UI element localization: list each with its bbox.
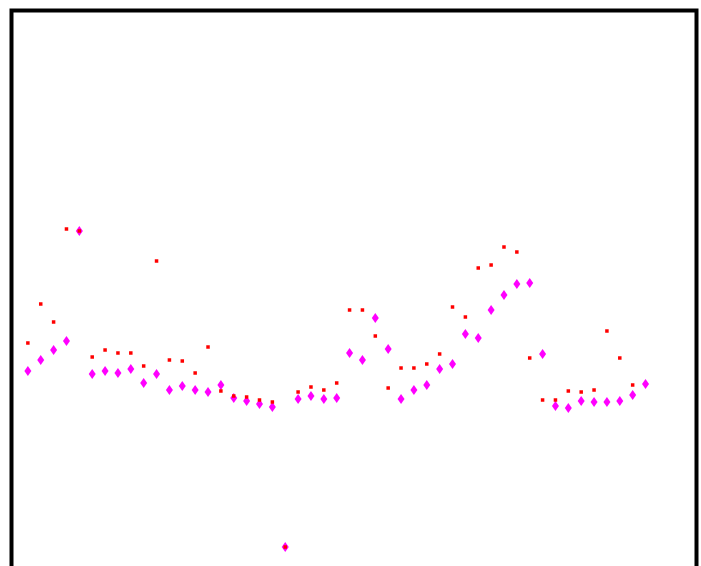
data-point-square bbox=[296, 390, 300, 394]
data-point-diamond bbox=[178, 381, 186, 391]
data-point-square bbox=[219, 389, 223, 393]
data-point-diamond bbox=[577, 396, 585, 406]
series-layer bbox=[24, 226, 650, 552]
data-point-square bbox=[64, 227, 69, 231]
data-point-diamond bbox=[500, 290, 508, 300]
data-point-diamond bbox=[616, 396, 624, 406]
data-point-square bbox=[309, 385, 313, 389]
data-point-square bbox=[347, 308, 352, 312]
data-point-square bbox=[90, 355, 94, 359]
data-point-square bbox=[527, 356, 532, 360]
series-1 bbox=[24, 226, 650, 552]
data-point-square bbox=[206, 345, 210, 349]
data-point-square bbox=[26, 341, 30, 345]
data-point-square bbox=[129, 351, 133, 355]
data-point-diamond bbox=[423, 380, 431, 390]
data-point-square bbox=[502, 245, 506, 249]
data-point-square bbox=[450, 305, 455, 309]
data-point-square bbox=[630, 383, 635, 387]
data-point-diamond bbox=[461, 329, 469, 339]
data-point-diamond bbox=[526, 278, 534, 288]
data-point-diamond bbox=[320, 394, 328, 404]
data-point-diamond bbox=[474, 333, 482, 343]
data-point-square bbox=[605, 329, 609, 333]
data-point-diamond bbox=[217, 380, 225, 390]
data-point-diamond bbox=[410, 385, 418, 395]
data-point-square bbox=[476, 266, 480, 270]
data-point-square bbox=[592, 388, 596, 392]
data-point-square bbox=[412, 366, 416, 370]
data-point-diamond bbox=[50, 345, 58, 355]
data-point-diamond bbox=[294, 394, 302, 404]
data-point-diamond bbox=[358, 355, 366, 365]
data-point-square bbox=[618, 356, 622, 360]
data-point-square bbox=[386, 386, 390, 390]
data-point-square bbox=[373, 334, 378, 338]
data-point-diamond bbox=[127, 364, 135, 374]
data-point-square bbox=[257, 398, 262, 402]
data-point-square bbox=[77, 229, 82, 233]
data-point-square bbox=[463, 315, 468, 319]
data-point-diamond bbox=[101, 366, 109, 376]
data-point-diamond bbox=[629, 390, 637, 400]
data-point-square bbox=[515, 250, 519, 254]
data-point-diamond bbox=[191, 385, 199, 395]
data-point-square bbox=[154, 259, 159, 263]
data-point-square bbox=[103, 348, 107, 352]
data-point-square bbox=[399, 366, 403, 370]
data-point-square bbox=[322, 388, 326, 392]
data-point-diamond bbox=[539, 349, 547, 359]
data-point-diamond bbox=[384, 344, 392, 354]
data-point-diamond bbox=[114, 368, 122, 378]
data-point-diamond bbox=[24, 366, 32, 376]
data-point-square bbox=[283, 545, 287, 549]
data-point-square bbox=[489, 263, 493, 267]
data-point-square bbox=[270, 400, 275, 404]
data-point-diamond bbox=[449, 359, 457, 369]
data-point-square bbox=[244, 395, 249, 399]
data-point-diamond bbox=[268, 402, 276, 412]
data-point-square bbox=[579, 390, 583, 394]
data-point-square bbox=[51, 320, 56, 324]
data-point-diamond bbox=[603, 397, 611, 407]
data-point-diamond bbox=[551, 401, 559, 411]
data-point-diamond bbox=[436, 364, 444, 374]
data-point-diamond bbox=[346, 348, 354, 358]
data-point-square bbox=[180, 359, 185, 363]
data-point-diamond bbox=[371, 313, 379, 323]
data-point-square bbox=[116, 351, 120, 355]
plot-frame bbox=[9, 8, 699, 566]
data-point-diamond bbox=[564, 403, 572, 413]
data-point-square bbox=[566, 389, 571, 393]
data-point-square bbox=[437, 352, 442, 356]
data-point-square bbox=[425, 362, 429, 366]
data-point-diamond bbox=[165, 385, 173, 395]
series-2 bbox=[26, 227, 635, 549]
data-point-square bbox=[193, 371, 197, 375]
data-point-diamond bbox=[204, 387, 212, 397]
data-point-diamond bbox=[590, 397, 598, 407]
data-point-diamond bbox=[513, 279, 521, 289]
data-point-diamond bbox=[88, 369, 96, 379]
data-point-diamond bbox=[140, 378, 148, 388]
data-point-diamond bbox=[642, 379, 650, 389]
data-point-square bbox=[232, 394, 236, 398]
data-point-diamond bbox=[397, 394, 405, 404]
data-point-diamond bbox=[487, 305, 495, 315]
data-point-square bbox=[553, 398, 558, 402]
data-point-square bbox=[141, 364, 146, 368]
data-point-diamond bbox=[307, 391, 315, 401]
data-point-diamond bbox=[62, 336, 70, 346]
data-point-diamond bbox=[153, 369, 161, 379]
data-point-square bbox=[360, 308, 365, 312]
data-point-square bbox=[167, 358, 172, 362]
data-point-square bbox=[334, 381, 339, 385]
data-point-square bbox=[38, 302, 43, 306]
data-point-square bbox=[540, 398, 545, 402]
data-point-diamond bbox=[333, 393, 341, 403]
data-point-diamond bbox=[37, 355, 45, 365]
